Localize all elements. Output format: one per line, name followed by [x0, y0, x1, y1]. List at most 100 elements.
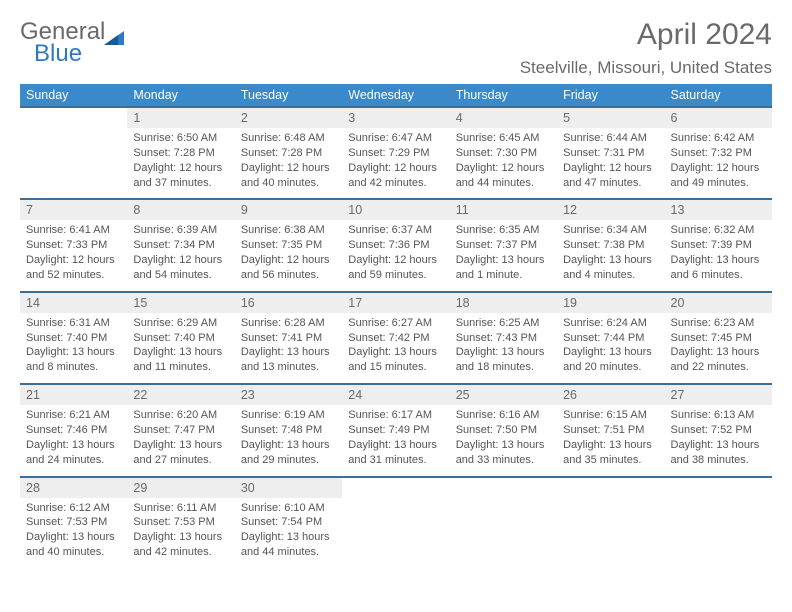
- month-title: April 2024: [520, 18, 772, 52]
- day-content-cell: Sunrise: 6:31 AMSunset: 7:40 PMDaylight:…: [20, 313, 127, 384]
- day-content-row: Sunrise: 6:12 AMSunset: 7:53 PMDaylight:…: [20, 498, 772, 568]
- day-content-cell: Sunrise: 6:28 AMSunset: 7:41 PMDaylight:…: [235, 313, 342, 384]
- sunrise-line: Sunrise: 6:31 AM: [26, 316, 121, 331]
- sunset-line: Sunset: 7:53 PM: [26, 515, 121, 530]
- daylight-line: Daylight: 13 hours and 40 minutes.: [26, 530, 121, 560]
- day-number-cell: 23: [235, 384, 342, 405]
- sunset-line: Sunset: 7:28 PM: [241, 146, 336, 161]
- day-content-cell: Sunrise: 6:24 AMSunset: 7:44 PMDaylight:…: [557, 313, 664, 384]
- weekday-header: Friday: [557, 84, 664, 107]
- day-content-cell: Sunrise: 6:13 AMSunset: 7:52 PMDaylight:…: [665, 405, 772, 476]
- brand-logo: General Blue: [20, 18, 126, 68]
- day-content-cell: Sunrise: 6:48 AMSunset: 7:28 PMDaylight:…: [235, 128, 342, 199]
- day-number-cell: 9: [235, 199, 342, 220]
- daylight-line: Daylight: 13 hours and 44 minutes.: [241, 530, 336, 560]
- day-number-cell: [342, 477, 449, 498]
- sunset-line: Sunset: 7:43 PM: [456, 331, 551, 346]
- brand-triangle-icon: [122, 34, 126, 52]
- daylight-line: Daylight: 12 hours and 54 minutes.: [133, 253, 228, 283]
- sunset-line: Sunset: 7:42 PM: [348, 331, 443, 346]
- day-content-row: Sunrise: 6:31 AMSunset: 7:40 PMDaylight:…: [20, 313, 772, 384]
- daylight-line: Daylight: 13 hours and 38 minutes.: [671, 438, 766, 468]
- day-number-row: 14151617181920: [20, 292, 772, 313]
- title-block: April 2024 Steelville, Missouri, United …: [520, 18, 772, 78]
- day-content-cell: Sunrise: 6:16 AMSunset: 7:50 PMDaylight:…: [450, 405, 557, 476]
- sunrise-line: Sunrise: 6:24 AM: [563, 316, 658, 331]
- daylight-line: Daylight: 13 hours and 27 minutes.: [133, 438, 228, 468]
- day-number-cell: 4: [450, 107, 557, 128]
- sunset-line: Sunset: 7:34 PM: [133, 238, 228, 253]
- daylight-line: Daylight: 12 hours and 59 minutes.: [348, 253, 443, 283]
- daylight-line: Daylight: 13 hours and 29 minutes.: [241, 438, 336, 468]
- daylight-line: Daylight: 12 hours and 44 minutes.: [456, 161, 551, 191]
- day-number-cell: 14: [20, 292, 127, 313]
- sunset-line: Sunset: 7:36 PM: [348, 238, 443, 253]
- day-number-cell: 30: [235, 477, 342, 498]
- day-number-cell: 19: [557, 292, 664, 313]
- sunset-line: Sunset: 7:45 PM: [671, 331, 766, 346]
- sunset-line: Sunset: 7:40 PM: [133, 331, 228, 346]
- sunset-line: Sunset: 7:51 PM: [563, 423, 658, 438]
- day-number-cell: 3: [342, 107, 449, 128]
- day-content-cell: Sunrise: 6:17 AMSunset: 7:49 PMDaylight:…: [342, 405, 449, 476]
- sunset-line: Sunset: 7:38 PM: [563, 238, 658, 253]
- sunrise-line: Sunrise: 6:12 AM: [26, 501, 121, 516]
- day-content-row: Sunrise: 6:41 AMSunset: 7:33 PMDaylight:…: [20, 220, 772, 291]
- sunset-line: Sunset: 7:50 PM: [456, 423, 551, 438]
- sunrise-line: Sunrise: 6:15 AM: [563, 408, 658, 423]
- day-content-cell: Sunrise: 6:23 AMSunset: 7:45 PMDaylight:…: [665, 313, 772, 384]
- day-number-row: 123456: [20, 107, 772, 128]
- sunrise-line: Sunrise: 6:10 AM: [241, 501, 336, 516]
- day-content-cell: [665, 498, 772, 568]
- sunrise-line: Sunrise: 6:29 AM: [133, 316, 228, 331]
- sunset-line: Sunset: 7:48 PM: [241, 423, 336, 438]
- day-content-cell: Sunrise: 6:27 AMSunset: 7:42 PMDaylight:…: [342, 313, 449, 384]
- day-content-cell: Sunrise: 6:25 AMSunset: 7:43 PMDaylight:…: [450, 313, 557, 384]
- day-content-cell: Sunrise: 6:35 AMSunset: 7:37 PMDaylight:…: [450, 220, 557, 291]
- sunset-line: Sunset: 7:53 PM: [133, 515, 228, 530]
- day-number-cell: [20, 107, 127, 128]
- daylight-line: Daylight: 12 hours and 40 minutes.: [241, 161, 336, 191]
- sunrise-line: Sunrise: 6:35 AM: [456, 223, 551, 238]
- day-number-cell: 15: [127, 292, 234, 313]
- day-content-cell: Sunrise: 6:10 AMSunset: 7:54 PMDaylight:…: [235, 498, 342, 568]
- sunset-line: Sunset: 7:47 PM: [133, 423, 228, 438]
- day-content-cell: Sunrise: 6:19 AMSunset: 7:48 PMDaylight:…: [235, 405, 342, 476]
- sunrise-line: Sunrise: 6:25 AM: [456, 316, 551, 331]
- day-number-row: 282930: [20, 477, 772, 498]
- daylight-line: Daylight: 13 hours and 22 minutes.: [671, 345, 766, 375]
- sunrise-line: Sunrise: 6:32 AM: [671, 223, 766, 238]
- day-number-cell: 17: [342, 292, 449, 313]
- day-content-cell: Sunrise: 6:50 AMSunset: 7:28 PMDaylight:…: [127, 128, 234, 199]
- day-number-cell: 2: [235, 107, 342, 128]
- weekday-header: Monday: [127, 84, 234, 107]
- day-number-cell: [665, 477, 772, 498]
- calendar-table: Sunday Monday Tuesday Wednesday Thursday…: [20, 84, 772, 568]
- sunset-line: Sunset: 7:31 PM: [563, 146, 658, 161]
- sunrise-line: Sunrise: 6:27 AM: [348, 316, 443, 331]
- sunrise-line: Sunrise: 6:44 AM: [563, 131, 658, 146]
- sunrise-line: Sunrise: 6:41 AM: [26, 223, 121, 238]
- sunrise-line: Sunrise: 6:39 AM: [133, 223, 228, 238]
- weekday-header-row: Sunday Monday Tuesday Wednesday Thursday…: [20, 84, 772, 107]
- daylight-line: Daylight: 13 hours and 8 minutes.: [26, 345, 121, 375]
- day-number-row: 21222324252627: [20, 384, 772, 405]
- daylight-line: Daylight: 13 hours and 11 minutes.: [133, 345, 228, 375]
- sunrise-line: Sunrise: 6:28 AM: [241, 316, 336, 331]
- day-content-cell: Sunrise: 6:45 AMSunset: 7:30 PMDaylight:…: [450, 128, 557, 199]
- day-number-cell: [450, 477, 557, 498]
- day-content-cell: [557, 498, 664, 568]
- sunset-line: Sunset: 7:52 PM: [671, 423, 766, 438]
- day-number-cell: 5: [557, 107, 664, 128]
- daylight-line: Daylight: 12 hours and 52 minutes.: [26, 253, 121, 283]
- day-content-cell: Sunrise: 6:47 AMSunset: 7:29 PMDaylight:…: [342, 128, 449, 199]
- sunset-line: Sunset: 7:46 PM: [26, 423, 121, 438]
- daylight-line: Daylight: 13 hours and 33 minutes.: [456, 438, 551, 468]
- sunset-line: Sunset: 7:39 PM: [671, 238, 766, 253]
- sunrise-line: Sunrise: 6:50 AM: [133, 131, 228, 146]
- weekday-header: Thursday: [450, 84, 557, 107]
- day-number-cell: 28: [20, 477, 127, 498]
- day-content-cell: [450, 498, 557, 568]
- day-number-cell: 26: [557, 384, 664, 405]
- sunrise-line: Sunrise: 6:45 AM: [456, 131, 551, 146]
